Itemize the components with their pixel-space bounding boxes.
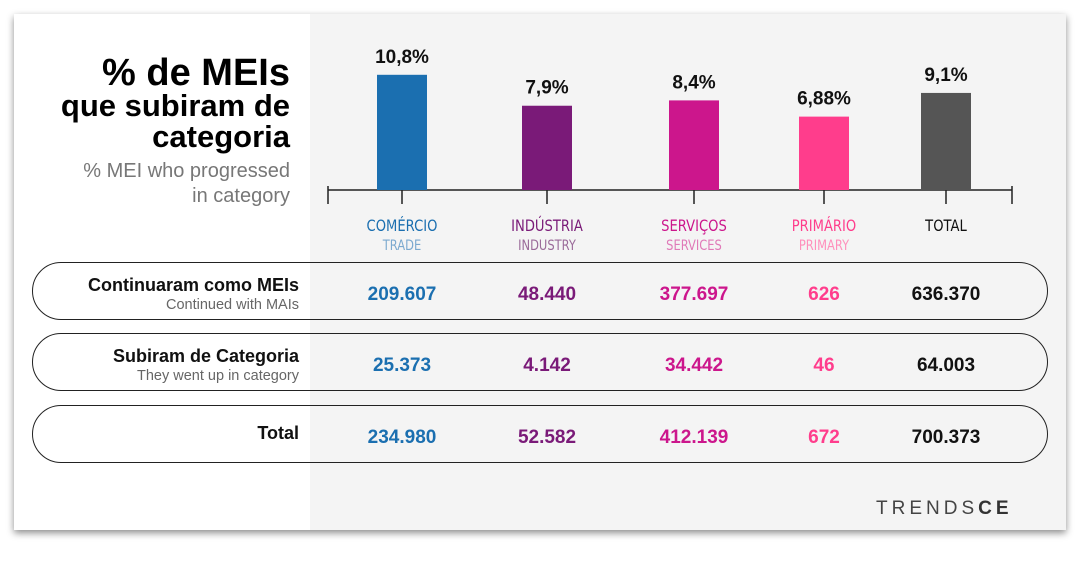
table-cell-total: 700.373	[911, 427, 981, 448]
category-label: COMÉRCIO	[367, 216, 438, 236]
table-cell-primario: 46	[813, 355, 835, 376]
row-label-sub: They went up in category	[136, 368, 299, 384]
table-cell-comercio: 25.373	[372, 355, 432, 376]
row-label-main: Continuaram como MEIs	[87, 275, 299, 295]
table-row-upgraded: Subiram de Categoria They went up in cat…	[32, 333, 1048, 391]
data-label: 9,1%	[924, 65, 967, 86]
data-label: 8,4%	[672, 72, 715, 93]
logo-text: TRENDS	[876, 498, 979, 519]
table-cell-comercio: 209.607	[367, 284, 437, 305]
bar-servicos	[669, 100, 719, 190]
data-label: 10,8%	[375, 47, 429, 68]
table-cell-comercio: 234.980	[367, 427, 437, 448]
category-label: PRIMÁRIO	[792, 216, 856, 236]
table-cell-industria: 48.440	[517, 284, 577, 305]
table-cell-industria: 52.582	[517, 427, 577, 448]
bar-industria	[522, 105, 572, 190]
infographic-card: % de MEIs que subiram de categoria % MEI…	[14, 14, 1066, 530]
subtitle-line-2: in category	[192, 185, 290, 207]
title-line-1: % de MEIs	[102, 52, 290, 94]
bar-total	[921, 92, 971, 190]
table-cell-industria: 4.142	[523, 355, 571, 376]
category-label: INDÚSTRIA	[511, 216, 583, 236]
row-label-main: Subiram de Categoria	[112, 346, 299, 366]
row-label-sub: Continued with MAIs	[166, 297, 299, 313]
table-row-continued: Continuaram como MEIs Continued with MAI…	[32, 262, 1048, 320]
category-label: SERVIÇOS	[661, 217, 727, 236]
data-label: 7,9%	[525, 78, 568, 99]
category-sublabel: INDUSTRY	[518, 238, 576, 254]
category-sublabel: PRIMARY	[799, 238, 849, 254]
row-label-main: Total	[257, 423, 299, 443]
row-label: Subiram de Categoria They went up in cat…	[29, 346, 299, 384]
table-cell-primario: 672	[808, 427, 840, 448]
table-cell-servicos: 34.442	[664, 355, 724, 376]
table-cell-total: 636.370	[911, 284, 981, 305]
bar-primario	[799, 116, 849, 190]
category-sublabel: TRADE	[382, 238, 421, 254]
table-cell-servicos: 412.139	[659, 427, 729, 448]
logo-accent: CE	[978, 498, 1013, 519]
data-label: 6,88%	[797, 89, 851, 110]
subtitle-line-1: % MEI who progressed	[83, 160, 290, 182]
table-cell-servicos: 377.697	[659, 284, 729, 305]
bar-comercio	[377, 74, 427, 190]
category-sublabel: SERVICES	[666, 238, 722, 254]
row-label: Total	[29, 423, 299, 444]
title-line-2: que subiram de	[60, 88, 290, 123]
trendsce-logo: TRENDSCE	[876, 498, 1013, 520]
table-cell-primario: 626	[808, 284, 840, 305]
bar-chart: 10,8% COMÉRCIO TRADE 7,9% INDÚSTRIA INDUSTRY 8…	[327, 47, 1013, 254]
table-row-total: Total	[32, 405, 1048, 463]
page-subtitle: % MEI who progressed in category	[14, 159, 290, 209]
row-label: Continuaram como MEIs Continued with MAI…	[29, 275, 299, 313]
page-title: % de MEIs que subiram de categoria	[60, 52, 290, 154]
category-label: TOTAL	[924, 217, 967, 236]
table-cell-total: 64.003	[916, 355, 976, 376]
title-line-3: categoria	[152, 119, 290, 154]
